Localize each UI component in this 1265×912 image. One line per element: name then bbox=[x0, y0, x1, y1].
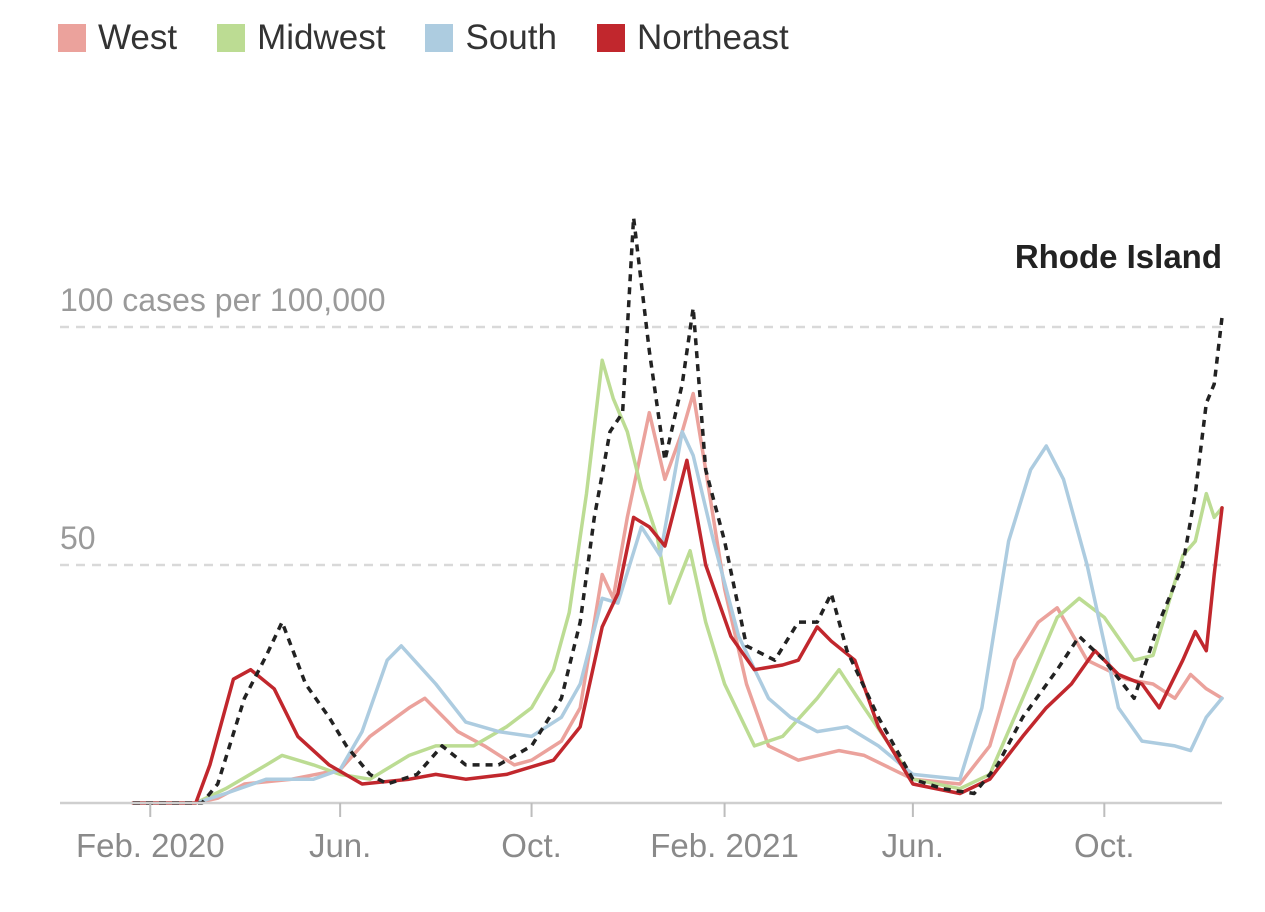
legend-item-northeast: Northeast bbox=[596, 18, 789, 58]
legend: West Midwest South Northeast bbox=[58, 18, 829, 58]
legend-item-west: West bbox=[58, 18, 177, 58]
legend-swatch-northeast bbox=[596, 24, 625, 52]
series-line-south bbox=[131, 429, 1224, 805]
series-line-rhode-island bbox=[133, 215, 1224, 805]
y-tick-label-100: 100 cases per 100,000 bbox=[60, 282, 386, 318]
grid-layer bbox=[60, 325, 1222, 567]
series-layer bbox=[131, 215, 1224, 805]
legend-label-midwest: Midwest bbox=[257, 18, 386, 57]
legend-label-west: West bbox=[98, 18, 178, 57]
x-tick-label-3: Feb. 2021 bbox=[650, 827, 799, 864]
x-tick-label-5: Oct. bbox=[1074, 827, 1135, 864]
label-layer: 100 cases per 100,000 50 Rhode Island bbox=[60, 238, 1222, 556]
x-axis: Feb. 2020 Jun. Oct. Feb. 2021 Jun. Oct. bbox=[60, 801, 1222, 864]
x-tick-label-1: Jun. bbox=[309, 827, 371, 864]
x-tick-label-0: Feb. 2020 bbox=[76, 827, 225, 864]
legend-item-south: South bbox=[425, 18, 557, 58]
legend-swatch-west bbox=[58, 24, 86, 52]
series-line-northeast bbox=[131, 458, 1224, 805]
legend-swatch-midwest bbox=[217, 24, 246, 52]
series-line-midwest bbox=[131, 358, 1224, 805]
legend-label-south: South bbox=[465, 18, 557, 57]
series-line-west bbox=[131, 391, 1224, 805]
legend-item-midwest: Midwest bbox=[217, 18, 385, 58]
y-tick-label-50: 50 bbox=[60, 520, 96, 556]
annotation-rhode-island: Rhode Island bbox=[1015, 238, 1222, 275]
x-tick-label-2: Oct. bbox=[501, 827, 562, 864]
legend-swatch-south bbox=[425, 24, 454, 52]
legend-label-northeast: Northeast bbox=[636, 18, 789, 57]
x-tick-label-4: Jun. bbox=[882, 827, 944, 864]
